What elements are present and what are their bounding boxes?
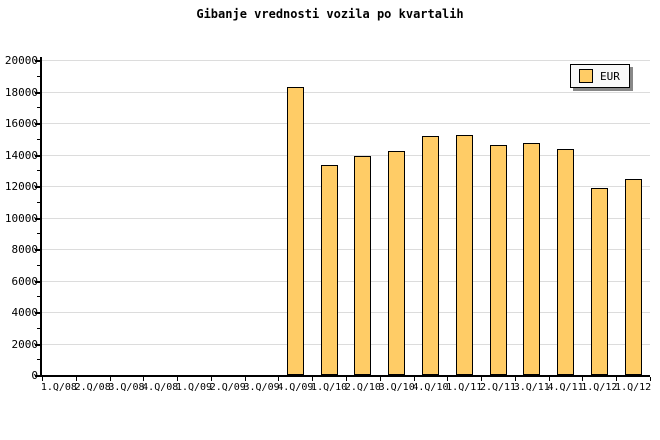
bar-3.Q/11 bbox=[523, 142, 541, 375]
y-minor-tick bbox=[37, 201, 40, 203]
x-axis-label: 2.Q/09 bbox=[209, 382, 246, 393]
y-major-tick bbox=[35, 217, 40, 220]
x-axis-label: 3.Q/09 bbox=[243, 382, 280, 393]
y-major-tick bbox=[35, 312, 40, 314]
x-axis-label: 1.Q/09 bbox=[175, 382, 213, 393]
x-tick bbox=[650, 377, 651, 381]
y-major-tick bbox=[35, 186, 40, 188]
x-axis-label: 2.Q/11 bbox=[479, 382, 517, 393]
x-axis-label: 1.Q/12 bbox=[581, 382, 618, 393]
x-tick bbox=[75, 377, 77, 381]
x-axis-label: 3.Q/08 bbox=[108, 382, 145, 393]
y-gridline bbox=[42, 249, 650, 250]
x-axis-label: 2.Q/10 bbox=[344, 382, 381, 393]
x-axis-label: 1.Q/11 bbox=[446, 382, 483, 393]
bar-4.Q/11 bbox=[557, 148, 575, 375]
x-axis-label: 3.Q/10 bbox=[378, 382, 415, 393]
x-tick bbox=[379, 377, 381, 381]
y-axis-label: 10000 bbox=[4, 211, 38, 225]
y-minor-tick bbox=[37, 170, 40, 172]
x-tick bbox=[312, 377, 314, 381]
bar-1.Q/12 bbox=[624, 178, 642, 375]
y-minor-tick bbox=[37, 264, 40, 266]
x-axis-line bbox=[40, 375, 650, 377]
x-tick bbox=[346, 377, 347, 381]
x-tick bbox=[244, 377, 246, 381]
y-gridline bbox=[42, 91, 650, 93]
x-tick bbox=[42, 377, 43, 381]
y-axis-label: 8000 bbox=[11, 243, 39, 256]
y-gridline bbox=[42, 343, 650, 345]
y-minor-tick bbox=[37, 138, 40, 140]
y-minor-tick bbox=[37, 327, 40, 329]
x-tick bbox=[177, 377, 179, 381]
y-axis-label: 12000 bbox=[4, 180, 38, 193]
x-tick bbox=[481, 377, 483, 381]
x-axis-label: 1.Q/08 bbox=[40, 382, 77, 393]
bar-1.Q/12 bbox=[590, 187, 608, 375]
y-minor-tick bbox=[37, 233, 40, 235]
x-axis-label: 4.Q/11 bbox=[547, 382, 584, 393]
y-gridline bbox=[42, 280, 650, 282]
x-tick bbox=[616, 377, 618, 381]
y-major-tick bbox=[35, 375, 40, 377]
bar-1.Q/10 bbox=[320, 164, 338, 375]
y-axis-label: 16000 bbox=[4, 117, 38, 130]
x-tick bbox=[582, 377, 584, 381]
x-axis-label: 2.Q/08 bbox=[74, 382, 111, 393]
bar-4.Q/10 bbox=[421, 136, 439, 375]
y-axis-label: 0 bbox=[31, 369, 38, 382]
y-axis-label: 18000 bbox=[4, 85, 38, 99]
legend-swatch bbox=[579, 69, 593, 83]
x-axis-label: 4.Q/08 bbox=[142, 382, 179, 393]
x-tick bbox=[548, 377, 550, 381]
x-axis-label: 1.Q/10 bbox=[311, 382, 348, 393]
x-tick bbox=[413, 377, 415, 381]
x-axis-label: 4.Q/09 bbox=[277, 382, 314, 393]
x-axis-label: 1.Q/12 bbox=[615, 382, 652, 393]
bar-2.Q/10 bbox=[354, 156, 372, 375]
y-gridline bbox=[42, 60, 650, 61]
chart-title: Gibanje vrednosti vozila po kvartalih bbox=[196, 7, 464, 21]
x-axis-label: 3.Q/11 bbox=[513, 382, 550, 393]
y-major-tick bbox=[35, 123, 40, 125]
bar-2.Q/11 bbox=[489, 145, 507, 375]
y-gridline bbox=[42, 312, 650, 313]
y-minor-tick bbox=[37, 75, 40, 77]
x-tick bbox=[278, 377, 280, 381]
bar-1.Q/11 bbox=[455, 134, 473, 375]
y-gridline bbox=[42, 217, 650, 219]
y-axis-label: 6000 bbox=[11, 274, 39, 288]
y-axis-label: 4000 bbox=[11, 306, 39, 319]
y-gridline bbox=[42, 186, 650, 187]
y-axis-label: 14000 bbox=[4, 148, 38, 162]
bar-4.Q/09 bbox=[286, 86, 304, 375]
y-major-tick bbox=[35, 280, 40, 283]
y-minor-tick bbox=[37, 296, 40, 298]
x-tick bbox=[109, 377, 111, 381]
y-axis-label: 20000 bbox=[4, 54, 38, 67]
y-axis-line bbox=[40, 57, 42, 377]
y-major-tick bbox=[35, 91, 40, 94]
y-major-tick bbox=[35, 343, 40, 346]
bar-3.Q/10 bbox=[388, 151, 406, 375]
y-gridline bbox=[42, 123, 650, 124]
y-minor-tick bbox=[37, 107, 40, 109]
x-tick bbox=[447, 377, 449, 381]
x-axis-label: 4.Q/10 bbox=[412, 382, 449, 393]
y-major-tick bbox=[35, 60, 40, 62]
y-gridline bbox=[42, 154, 650, 156]
x-tick bbox=[514, 377, 516, 381]
y-major-tick bbox=[35, 249, 40, 251]
legend-box: EUR bbox=[570, 64, 630, 88]
y-minor-tick bbox=[37, 359, 40, 361]
y-major-tick bbox=[35, 154, 40, 157]
x-tick bbox=[143, 377, 145, 381]
legend-label: EUR bbox=[600, 69, 620, 83]
y-axis-label: 2000 bbox=[11, 337, 39, 351]
x-tick bbox=[210, 377, 212, 381]
